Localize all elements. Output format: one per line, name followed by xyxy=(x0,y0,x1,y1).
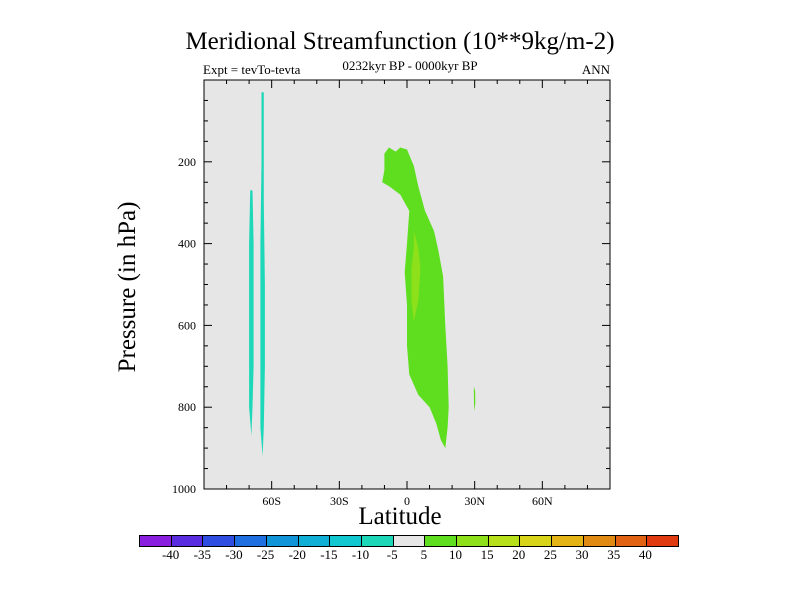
experiment-label: Expt = tevTo-tevta xyxy=(203,62,301,77)
colorbar-swatch xyxy=(361,536,394,546)
colorbar-label: -40 xyxy=(161,547,180,562)
colorbar-label: -30 xyxy=(225,547,243,562)
contour-regions xyxy=(249,92,476,457)
x-tick-label: 30S xyxy=(330,494,349,508)
y-tick-label: 1000 xyxy=(172,482,196,496)
colorbar-swatch xyxy=(552,536,584,546)
contour-region-0 xyxy=(249,190,254,436)
x-tick-label: 30N xyxy=(464,494,485,508)
colorbar-label: 30 xyxy=(575,547,589,562)
y-tick-label: 600 xyxy=(178,318,196,332)
chart-subtitle: 0232kyr BP - 0000kyr BP xyxy=(342,58,478,73)
colorbar-swatch xyxy=(330,536,362,546)
season-label: ANN xyxy=(581,62,610,77)
contour-region-3 xyxy=(411,231,421,322)
colorbar-swatch xyxy=(171,536,204,546)
colorbar xyxy=(139,535,679,547)
colorbar-label: -35 xyxy=(193,547,211,562)
colorbar-swatch xyxy=(457,536,489,546)
colorbar-swatch xyxy=(647,536,678,546)
chart-title: Meridional Streamfunction (10**9kg/m-2) xyxy=(185,28,615,55)
x-tick-label: 60N xyxy=(532,494,553,508)
colorbar-label: 35 xyxy=(607,547,621,562)
colorbar-swatch xyxy=(520,536,553,546)
colorbar-label: -25 xyxy=(256,547,275,562)
colorbar-swatch xyxy=(425,536,458,546)
y-axis-label: Pressure (in hPa) xyxy=(114,201,141,373)
colorbar-label: 25 xyxy=(543,547,557,562)
colorbar-label: -20 xyxy=(288,547,306,562)
colorbar-label: 10 xyxy=(448,547,462,562)
colorbar-label: 20 xyxy=(512,547,526,562)
colorbar-label: 5 xyxy=(420,547,428,562)
colorbar-label: 40 xyxy=(638,547,652,562)
colorbar-label: -10 xyxy=(351,547,370,562)
colorbar-swatch xyxy=(615,536,648,546)
x-tick-label: 0 xyxy=(404,494,410,508)
colorbar-swatch xyxy=(203,536,236,546)
y-tick-label: 800 xyxy=(178,400,196,414)
colorbar-swatch xyxy=(488,536,521,546)
colorbar-label: -5 xyxy=(386,547,398,562)
colorbar-swatch xyxy=(583,536,616,546)
colorbar-label: 15 xyxy=(480,547,494,562)
axis-ticks: 60S 30S 0 30N 60N 200 400 600 800 1000 xyxy=(172,79,611,508)
x-tick-label: 60S xyxy=(262,494,281,508)
colorbar-swatch xyxy=(266,536,299,546)
contour-region-1 xyxy=(260,92,265,457)
colorbar-swatch xyxy=(393,536,426,546)
contour-region-4 xyxy=(473,386,476,412)
colorbar-swatch xyxy=(298,536,331,546)
y-tick-label: 200 xyxy=(178,155,196,169)
colorbar-swatch xyxy=(235,536,267,546)
x-axis-label: Latitude xyxy=(358,503,442,530)
colorbar-swatch xyxy=(140,536,172,546)
y-tick-label: 400 xyxy=(178,237,196,251)
colorbar-label: -15 xyxy=(320,547,338,562)
